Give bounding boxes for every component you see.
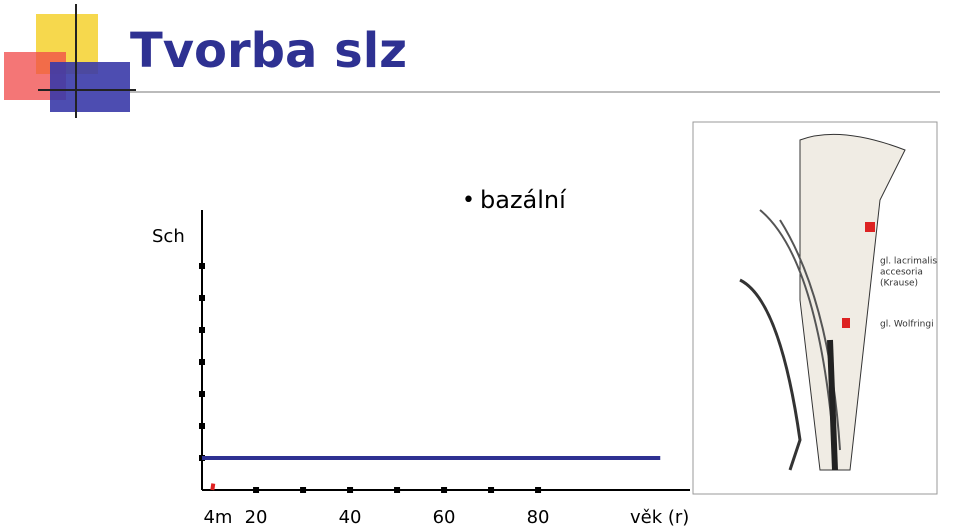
- x-tick-label: 20: [245, 507, 268, 528]
- x-tick-label: 40: [339, 507, 362, 528]
- x-tick: [535, 487, 542, 493]
- anatomy-figure: gl. lacrimalis accesoria (Krause) gl. Wo…: [692, 121, 938, 495]
- bullet-dot: •: [462, 188, 475, 213]
- figure-label: (Krause): [880, 279, 918, 289]
- x-tick-label: 4m: [203, 507, 232, 528]
- x-tick: [347, 487, 354, 493]
- x-tick-label: 80: [527, 507, 550, 528]
- krause-gland: [865, 222, 875, 232]
- wolfring-gland: [842, 318, 850, 328]
- y-tick: [199, 327, 205, 333]
- bullet: bazální: [480, 186, 567, 214]
- x-tick-label: 60: [433, 507, 456, 528]
- slide-title: Tvorba slz: [130, 23, 407, 79]
- x-tick: [300, 487, 307, 493]
- x-axis-label: věk (r): [630, 507, 689, 528]
- y-tick: [199, 359, 205, 365]
- x-tick: [253, 487, 260, 493]
- decoration: [4, 4, 940, 118]
- y-tick: [199, 423, 205, 429]
- chart: Sch věk (r) 4m 20 40 60 80: [152, 210, 690, 528]
- y-tick: [199, 295, 205, 301]
- figure-label: gl. lacrimalis: [880, 257, 937, 267]
- x-tick: [394, 487, 401, 493]
- y-axis-label: Sch: [152, 226, 185, 247]
- y-tick: [199, 263, 205, 269]
- y-tick: [199, 391, 205, 397]
- x-tick: [441, 487, 448, 493]
- x-tick: [488, 487, 495, 493]
- figure-label: gl. Wolfringi: [880, 320, 934, 330]
- figure-label: accesoria: [880, 268, 923, 278]
- data-line: [210, 483, 216, 491]
